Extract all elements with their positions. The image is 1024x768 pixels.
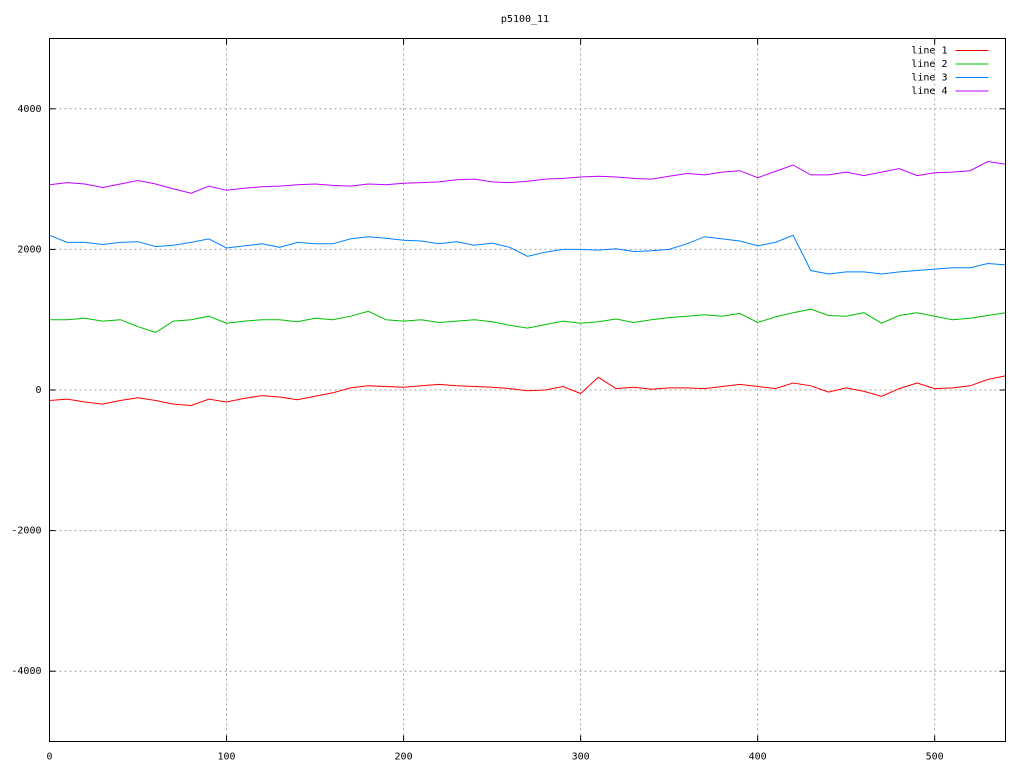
legend-label: line 3 [911, 73, 947, 84]
y-tick-label: -4000 [11, 666, 41, 677]
data-line [49, 375, 1006, 407]
y-tick-label: -2000 [11, 526, 41, 537]
x-tick-label: 200 [395, 752, 413, 763]
x-tick-label: 500 [926, 752, 944, 763]
legend-label: line 4 [911, 86, 947, 97]
x-tick-label: 400 [749, 752, 767, 763]
chart-title: p5100_11 [501, 14, 549, 25]
data-line [49, 308, 1006, 333]
y-tick-label: 2000 [17, 244, 41, 255]
x-tick-label: 300 [572, 752, 590, 763]
data-line [49, 234, 1006, 275]
legend-label: line 1 [911, 46, 947, 57]
x-tick-label: 0 [46, 752, 52, 763]
y-tick-label: 4000 [17, 104, 41, 115]
plot-border [49, 38, 1006, 742]
y-tick-label: 0 [35, 385, 41, 396]
legend-label: line 2 [911, 59, 947, 70]
data-line [49, 160, 1006, 194]
x-tick-label: 100 [218, 752, 236, 763]
